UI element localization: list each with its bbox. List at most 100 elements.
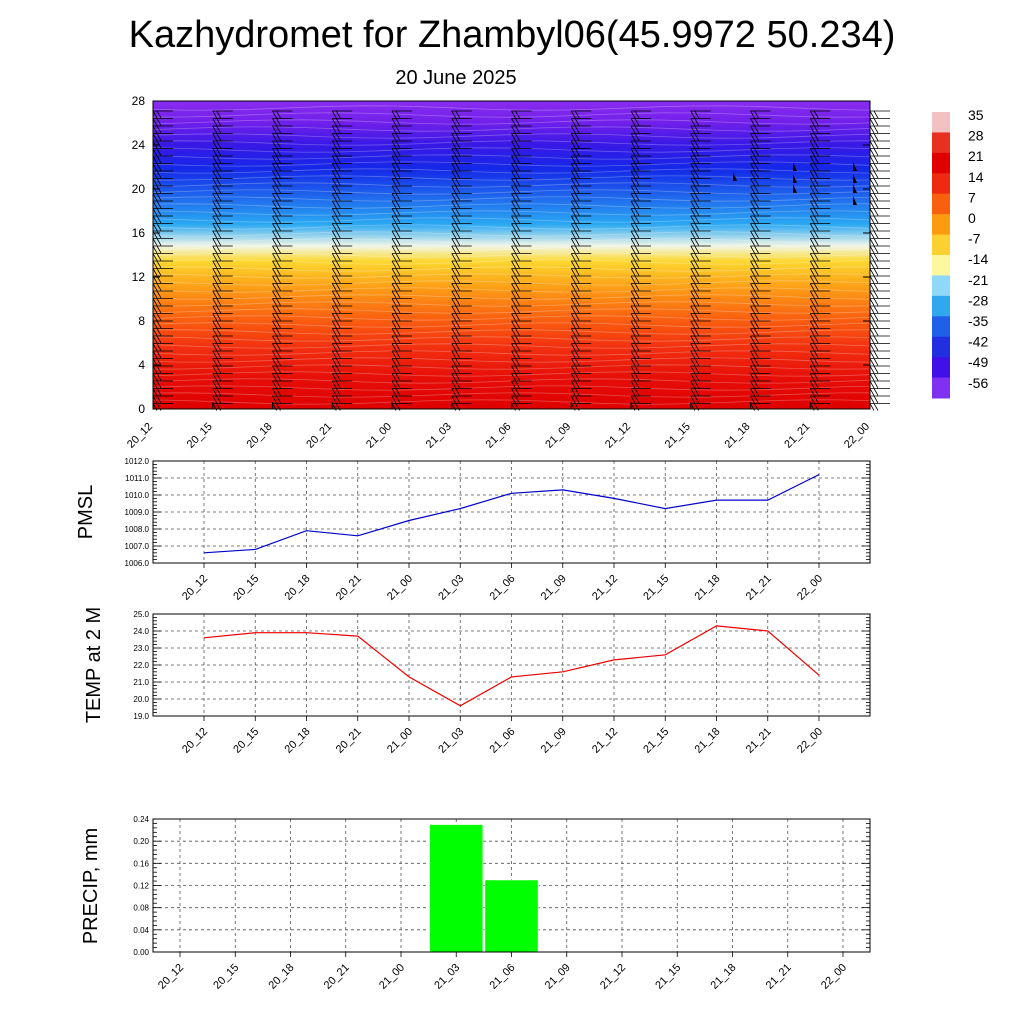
wind-barb	[750, 298, 771, 306]
wind-barb	[152, 208, 173, 216]
wind-barb	[451, 320, 472, 329]
wind-barb	[391, 328, 412, 336]
wind-barb	[391, 373, 412, 381]
wind-barb	[272, 245, 293, 254]
wind-barb	[212, 110, 233, 119]
x-tick-label: 20_21	[334, 573, 364, 603]
wind-barb	[272, 290, 293, 299]
wind-barb	[451, 328, 472, 336]
y-tick-label: 0.04	[133, 926, 149, 935]
wind-barb	[272, 365, 293, 374]
wind-barb	[331, 110, 353, 119]
wind-barb	[451, 395, 472, 404]
x-tick-label: 22_00	[795, 573, 825, 603]
wind-barb	[750, 148, 771, 156]
wind-barb	[272, 343, 293, 351]
wind-barb	[869, 305, 890, 314]
y-tick-label: 19.0	[133, 712, 149, 721]
wind-barb	[451, 140, 472, 149]
wind-barb	[391, 215, 412, 224]
x-tick-label: 21_03	[432, 962, 462, 992]
y-tick-label: 0.12	[133, 882, 149, 891]
wind-barb	[630, 163, 651, 171]
y-tick-label: 21.0	[133, 678, 149, 687]
wind-barb	[272, 305, 293, 314]
contour-line	[152, 203, 871, 209]
wind-flag	[733, 172, 737, 181]
colorbar-label: -28	[968, 292, 988, 308]
wind-flag	[853, 196, 857, 205]
wind-flag	[793, 174, 797, 183]
wind-barb	[630, 230, 651, 239]
wind-barb	[750, 185, 771, 194]
y-tick-label: 0.20	[133, 837, 149, 846]
contour-line	[152, 336, 871, 342]
wind-barb	[391, 395, 412, 404]
wind-barb	[511, 110, 532, 119]
wind-barb	[750, 358, 771, 366]
contour-line	[152, 133, 871, 139]
wind-barb	[809, 125, 831, 134]
wind-barb	[630, 388, 651, 396]
wind-barb	[152, 155, 173, 164]
wind-barb	[869, 155, 890, 164]
wind-barb	[750, 373, 771, 381]
x-tick-label: 20_18	[267, 962, 297, 992]
y-tick-label: 1006.0	[125, 559, 150, 568]
wind-barb	[451, 373, 472, 381]
wind-barb	[511, 253, 532, 261]
wind-barb	[690, 238, 711, 246]
wind-barb	[750, 350, 771, 359]
wind-barb	[511, 208, 532, 216]
wind-barb	[391, 125, 412, 134]
wind-barb	[272, 238, 293, 246]
wind-barb	[570, 193, 592, 201]
wind-barb	[152, 313, 173, 321]
wind-barb	[451, 358, 472, 366]
wind-barb	[511, 358, 532, 366]
wind-barb	[630, 140, 651, 149]
wind-barb	[570, 313, 592, 321]
contour-line	[152, 161, 871, 167]
wind-barb	[212, 343, 233, 351]
y-tick-label: 1010.0	[125, 491, 150, 500]
y-axis-label: PMSL	[75, 485, 97, 539]
wind-barb	[511, 268, 532, 276]
wind-barb	[152, 110, 173, 119]
wind-barb	[809, 335, 831, 344]
wind-barb	[750, 110, 771, 119]
chart-subtitle: 20 June 2025	[395, 67, 517, 89]
wind-barb	[331, 193, 353, 201]
wind-barb	[809, 140, 831, 149]
wind-barb	[690, 350, 711, 359]
wind-barb	[630, 185, 651, 194]
y-tick-label: 1007.0	[125, 542, 150, 551]
wind-barb	[869, 268, 890, 276]
wind-barb	[212, 215, 233, 224]
y-tick-label: 20.0	[133, 695, 149, 704]
wind-barb	[690, 253, 711, 261]
wind-barb	[152, 395, 173, 404]
contour-line	[152, 126, 871, 132]
wind-barb	[869, 350, 890, 359]
wind-barb	[272, 140, 293, 149]
y-tick-label: 4	[138, 358, 145, 372]
wind-barb	[750, 125, 771, 134]
wind-barb	[869, 238, 890, 246]
contour-line	[152, 371, 871, 377]
contour-line	[152, 385, 871, 391]
wind-barb	[869, 380, 890, 389]
wind-barb	[869, 118, 890, 126]
wind-barb	[331, 200, 353, 209]
wind-barb	[750, 155, 771, 164]
wind-barb	[511, 170, 532, 179]
x-tick-label: 21_00	[385, 573, 415, 603]
wind-barb	[809, 260, 831, 269]
wind-barb	[511, 313, 532, 321]
wind-barb	[272, 223, 293, 231]
wind-barb	[630, 313, 651, 321]
wind-barb	[630, 155, 651, 164]
wind-barb	[570, 230, 592, 239]
wind-barb	[272, 110, 293, 119]
colorbar-label: 28	[968, 128, 984, 144]
